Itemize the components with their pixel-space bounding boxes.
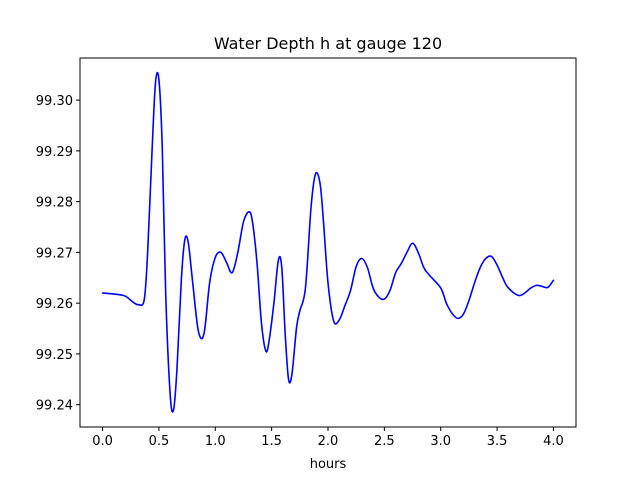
x-tick-label: 0.5 [149, 434, 170, 449]
x-tick-label: 1.5 [261, 434, 282, 449]
x-tick-label: 3.0 [430, 434, 451, 449]
chart-title: Water Depth h at gauge 120 [214, 34, 442, 53]
y-tick-label: 99.30 [36, 94, 73, 109]
y-tick-label: 99.26 [36, 297, 73, 312]
x-axis-label: hours [310, 457, 347, 472]
x-axis: 0.0 0.5 1.0 1.5 2.0 2.5 3.0 3.5 4.0 [92, 427, 564, 449]
x-tick-label: 2.5 [374, 434, 395, 449]
y-tick-label: 99.28 [36, 196, 73, 211]
y-tick-label: 99.25 [36, 348, 73, 363]
x-tick-label: 3.5 [487, 434, 508, 449]
x-tick-label: 2.0 [318, 434, 339, 449]
x-tick-label: 0.0 [92, 434, 113, 449]
x-tick-label: 4.0 [543, 434, 564, 449]
series-line-water-depth [101, 71, 555, 413]
y-tick-label: 99.27 [36, 246, 73, 261]
x-tick-label: 1.0 [205, 434, 226, 449]
y-axis: 99.24 99.25 99.26 99.27 99.28 99.29 99.30 [36, 94, 80, 414]
y-tick-label: 99.24 [36, 399, 73, 414]
y-tick-label: 99.29 [36, 145, 73, 160]
